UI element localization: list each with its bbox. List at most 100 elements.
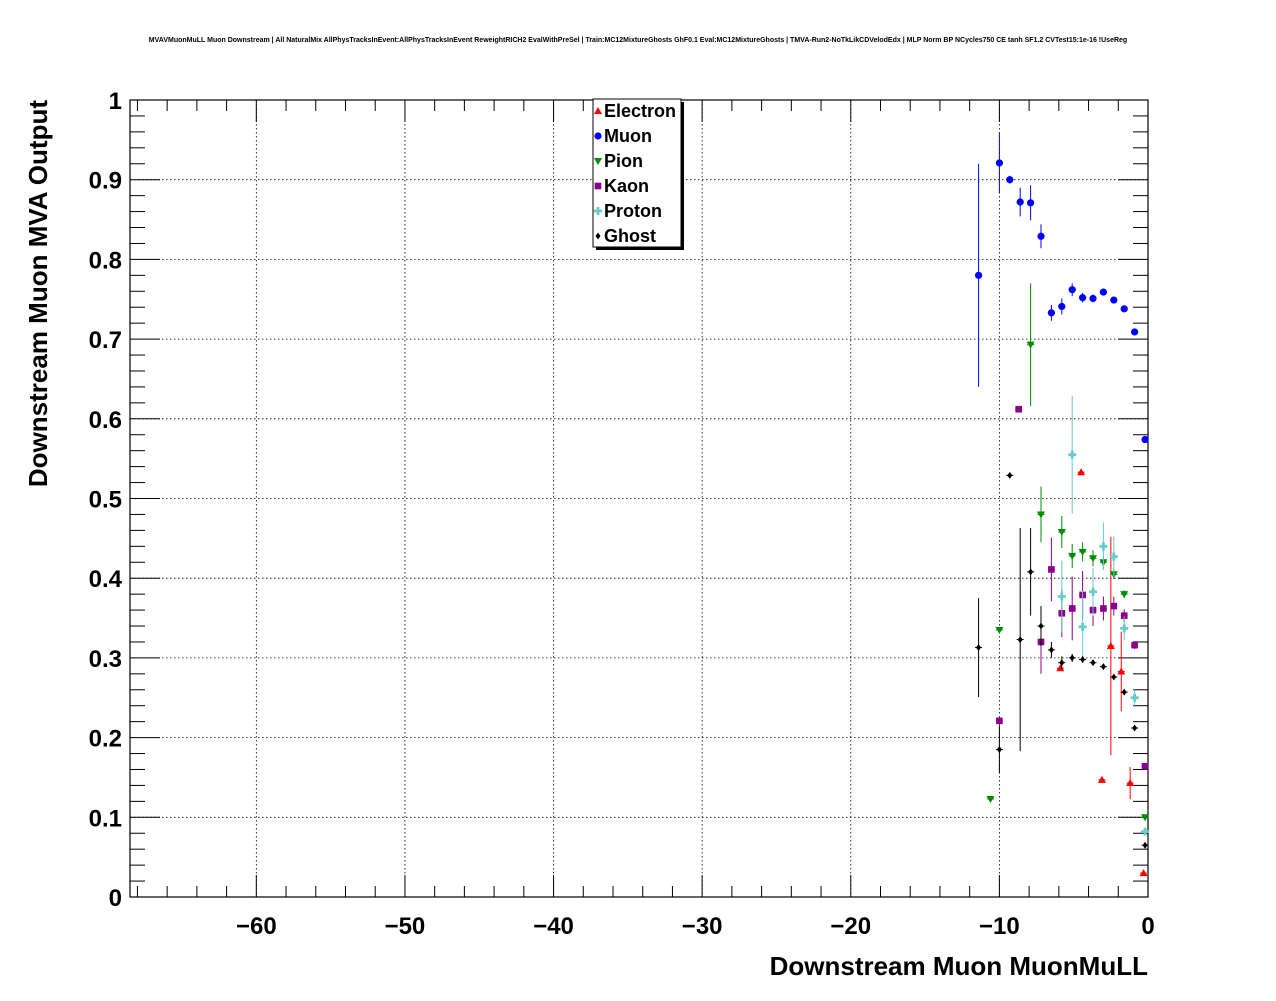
kaon-point xyxy=(1100,605,1107,612)
legend-label-muon: Muon xyxy=(604,126,652,146)
muon-point xyxy=(1089,294,1097,303)
pion-point xyxy=(1141,814,1150,822)
ghost-point xyxy=(1080,655,1086,663)
series-ghost xyxy=(975,471,1149,849)
legend-marker-muon xyxy=(594,132,602,140)
legend-marker-kaon xyxy=(594,182,602,190)
pion-point xyxy=(1120,591,1129,599)
x-tick-label: −50 xyxy=(385,913,426,940)
ghost-point xyxy=(1132,724,1138,732)
kaon-point xyxy=(1048,566,1055,573)
y-tick-label: 0.5 xyxy=(89,487,122,514)
muon-point xyxy=(1099,288,1108,296)
ghost-point xyxy=(1059,659,1065,667)
y-tick-label: 0.1 xyxy=(89,805,122,832)
ghost-point xyxy=(996,746,1002,754)
y-tick-label: 0.7 xyxy=(89,327,122,354)
ghost-point xyxy=(1038,622,1044,630)
muon-point xyxy=(1058,302,1066,311)
pion-point xyxy=(995,627,1004,635)
kaon-point xyxy=(1131,641,1138,649)
muon-point xyxy=(1047,309,1056,317)
muon-point xyxy=(1068,286,1076,294)
electron-point xyxy=(1077,468,1086,476)
muon-point xyxy=(1037,232,1045,240)
pion-point xyxy=(1078,548,1087,556)
y-tick-label: 0.4 xyxy=(89,566,123,593)
series-muon xyxy=(974,132,1149,444)
ghost-point xyxy=(976,644,982,652)
data-points xyxy=(974,132,1150,877)
proton-point xyxy=(1057,592,1066,601)
series-electron xyxy=(1056,468,1148,877)
ghost-point xyxy=(1121,688,1127,696)
proton-point xyxy=(1130,693,1139,702)
y-tick-label: 0.3 xyxy=(89,646,122,673)
electron-point xyxy=(1139,869,1148,877)
ghost-point xyxy=(1100,663,1106,671)
legend: Electron Muon Pion Kaon Proton Ghost xyxy=(592,98,684,250)
muon-point xyxy=(1026,199,1035,207)
muon-point xyxy=(1120,305,1128,313)
y-axis: 0 0.1 0.2 0.3 0.4 0.5 0.6 0.7 0.8 0.9 1 xyxy=(89,88,1148,912)
x-axis-label: Downstream Muon MuonMuLL xyxy=(770,951,1149,981)
ghost-point xyxy=(1111,673,1117,681)
x-tick-label: −60 xyxy=(236,913,277,940)
legend-marker-electron xyxy=(594,107,602,114)
y-tick-label: 0.8 xyxy=(89,247,122,274)
legend-marker-pion xyxy=(594,158,602,165)
proton-point xyxy=(1109,552,1118,561)
proton-point xyxy=(1068,450,1077,459)
legend-box xyxy=(592,98,682,248)
x-axis: −60 −50 −40 −30 −20 −10 0 xyxy=(136,100,1155,940)
electron-point xyxy=(1117,667,1126,675)
pion-point xyxy=(1036,511,1045,519)
y-tick-label: 0.6 xyxy=(89,407,122,434)
legend-label-electron: Electron xyxy=(604,101,676,121)
kaon-point xyxy=(1110,602,1118,610)
muon-point xyxy=(1131,328,1139,336)
electron-point xyxy=(1126,779,1135,787)
chart-title: MVAVMuonMuLL Muon Downstream | All Natur… xyxy=(149,37,1127,44)
x-tick-label: −10 xyxy=(979,913,1020,940)
muon-point xyxy=(1110,296,1118,304)
ghost-point xyxy=(1048,646,1054,654)
ghost-point xyxy=(1028,568,1034,576)
proton-point xyxy=(1120,624,1129,633)
proton-point xyxy=(1141,827,1150,836)
muon-point xyxy=(995,159,1003,167)
proton-point xyxy=(1089,587,1098,596)
x-tick-label: −30 xyxy=(682,913,723,940)
muon-point xyxy=(1016,198,1024,206)
kaon-point xyxy=(1015,405,1023,413)
electron-point xyxy=(1097,775,1106,783)
kaon-point xyxy=(996,717,1003,725)
ghost-point xyxy=(1069,654,1075,662)
pion-point xyxy=(1089,555,1098,563)
series-proton xyxy=(1057,395,1150,836)
electron-point xyxy=(1106,641,1115,649)
muon-point xyxy=(1079,294,1087,302)
x-tick-label: −40 xyxy=(533,913,574,940)
ghost-point xyxy=(1090,659,1096,667)
ghost-point xyxy=(1017,636,1023,644)
y-tick-label: 0 xyxy=(109,885,122,912)
muon-point xyxy=(1006,176,1014,184)
ghost-point xyxy=(1007,471,1013,479)
kaon-point xyxy=(1141,762,1149,770)
legend-label-proton: Proton xyxy=(604,201,662,221)
proton-point xyxy=(1078,622,1087,631)
pion-point xyxy=(1026,341,1035,349)
ghost-point xyxy=(1142,841,1148,849)
legend-label-pion: Pion xyxy=(604,151,643,171)
kaon-point xyxy=(1068,605,1076,612)
muon-point xyxy=(1141,435,1149,444)
pion-point xyxy=(986,795,995,803)
y-tick-label: 0.9 xyxy=(89,168,122,195)
x-tick-label: −20 xyxy=(830,913,871,940)
legend-label-ghost: Ghost xyxy=(604,226,656,246)
electron-point xyxy=(1056,664,1065,672)
x-tick-label: 0 xyxy=(1141,913,1154,940)
